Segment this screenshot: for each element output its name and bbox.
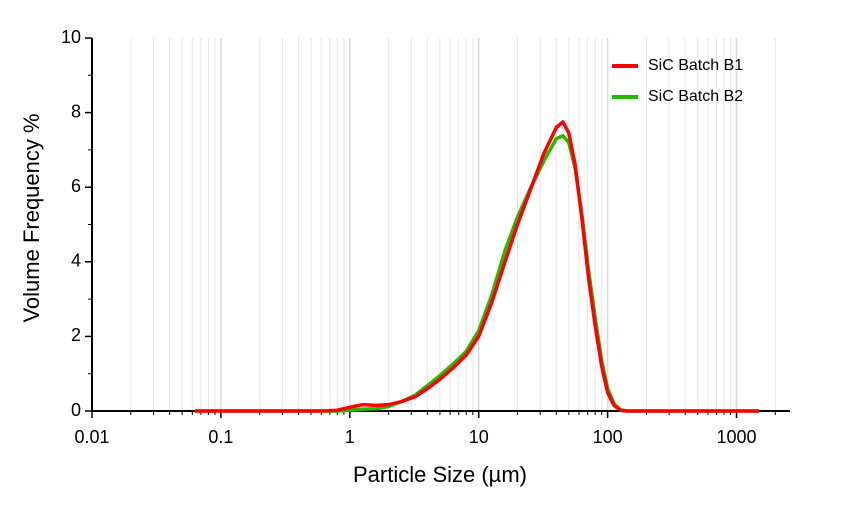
data-line: [195, 133, 760, 413]
y-tick-label: 2: [71, 325, 81, 345]
x-tick-label: 1: [345, 427, 355, 447]
x-tick-label: 0.01: [74, 427, 109, 447]
y-tick-label: 8: [71, 101, 81, 121]
x-tick-label: 0.1: [208, 427, 233, 447]
y-tick-label: 0: [71, 400, 81, 420]
data-line: [195, 120, 760, 413]
x-tick-label: 10: [469, 427, 489, 447]
y-tick-label: 10: [61, 27, 81, 47]
legend-label: SiC Batch B1: [648, 57, 743, 74]
x-tick-label: 1000: [716, 427, 756, 447]
y-tick-label: 4: [71, 251, 81, 271]
y-tick-label: 6: [71, 176, 81, 196]
x-axis-label: Particle Size (µm): [353, 462, 527, 487]
y-axis-label: Volume Frequency %: [19, 113, 44, 322]
x-tick-label: 100: [593, 427, 623, 447]
legend-label: SiC Batch B2: [648, 88, 743, 105]
